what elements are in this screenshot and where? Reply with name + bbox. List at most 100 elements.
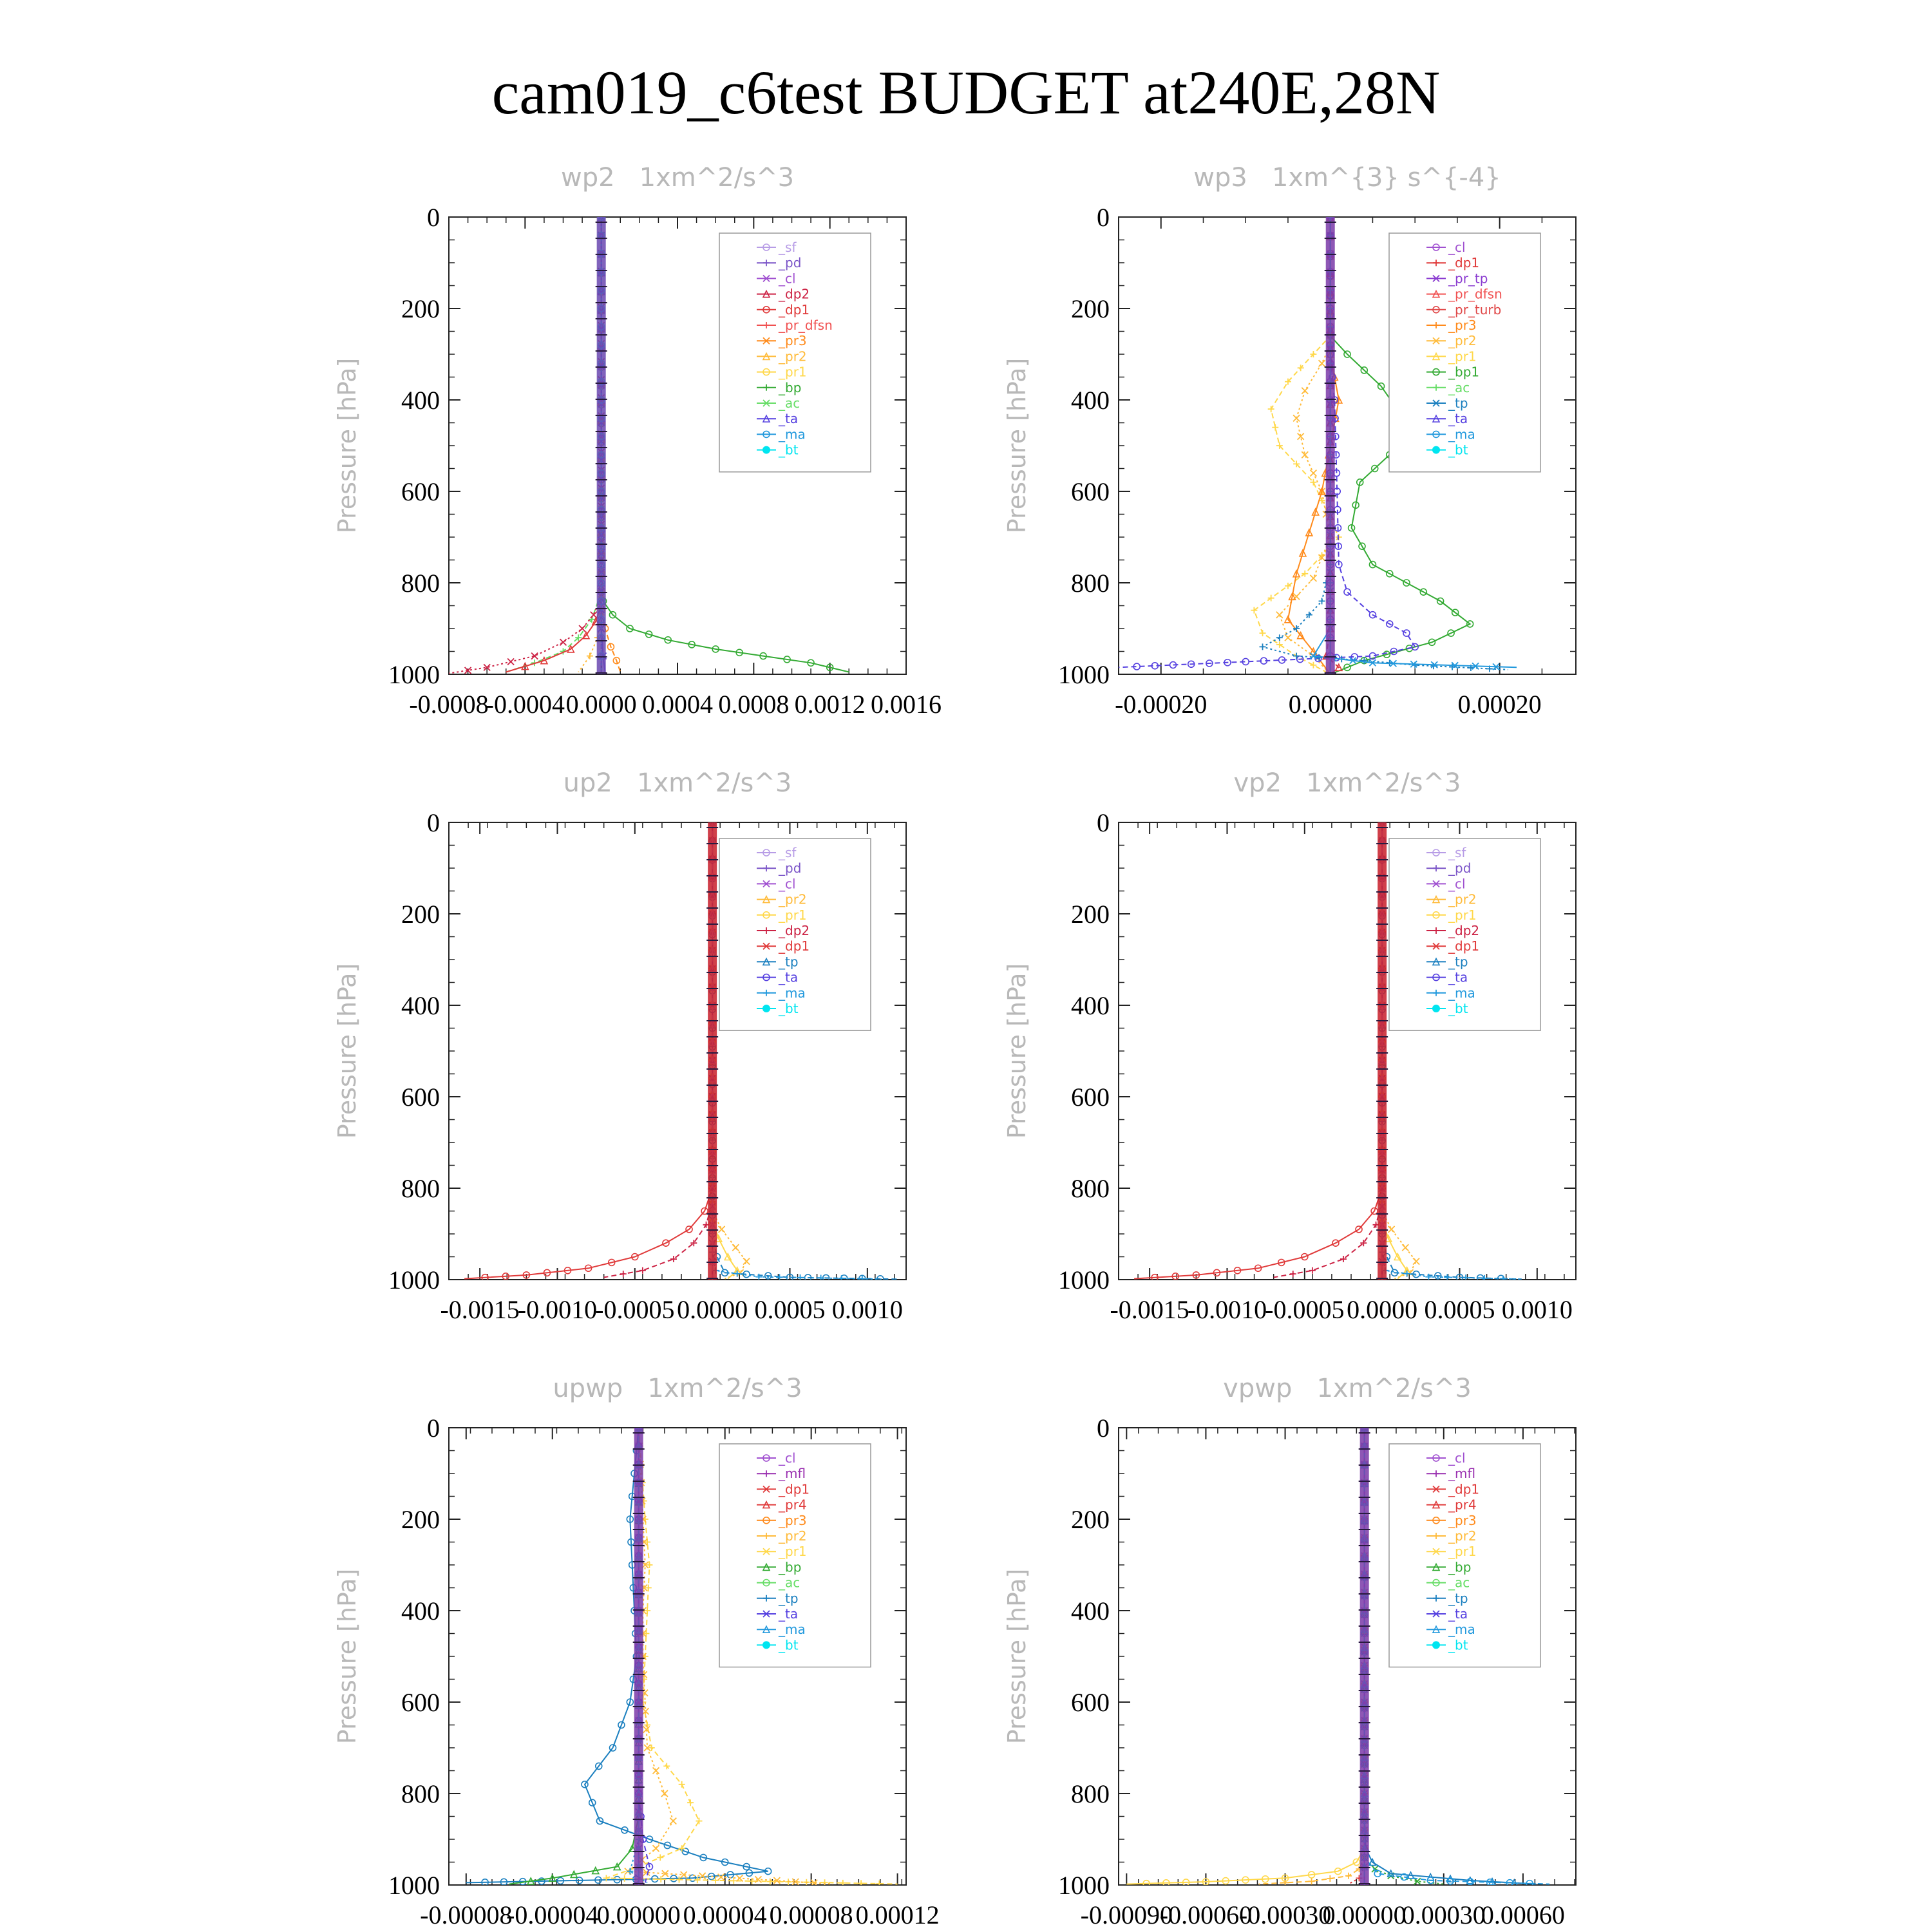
legend-marker — [1433, 1470, 1439, 1477]
series-line-dp1 — [506, 217, 602, 673]
legend-marker — [763, 1595, 770, 1602]
series-marker — [582, 630, 591, 639]
legend-entry: _bt — [1448, 442, 1468, 458]
series-marker — [1361, 657, 1368, 664]
series-marker — [575, 1877, 583, 1884]
series-marker — [714, 1234, 723, 1242]
y-axis-label: Pressure [hPa] — [333, 358, 361, 534]
series-marker — [1307, 1871, 1316, 1879]
series-marker — [543, 1269, 551, 1277]
series-marker — [1284, 378, 1291, 385]
series-marker — [661, 1790, 668, 1797]
series-marker — [1187, 660, 1195, 668]
series-marker — [1297, 433, 1305, 440]
series-line-dp2 — [449, 217, 602, 674]
series-marker — [1410, 660, 1417, 668]
legend-marker — [1433, 260, 1439, 267]
legend-entry: _tp — [778, 1591, 799, 1606]
zero-line — [1325, 217, 1335, 674]
series-marker — [1447, 629, 1455, 637]
series-marker — [669, 1817, 677, 1825]
series-marker — [661, 1870, 669, 1877]
series-marker — [507, 658, 515, 666]
y-tick-label: 800 — [1071, 569, 1110, 598]
series-group — [1134, 822, 1522, 1280]
series-marker — [1352, 1858, 1361, 1866]
legend-marker — [762, 1005, 770, 1012]
series-marker — [1151, 1273, 1159, 1280]
legend-entry: _ma — [1448, 1622, 1475, 1637]
legend-marker — [1432, 399, 1440, 407]
series-marker — [564, 1267, 572, 1274]
legend-marker — [762, 1641, 770, 1649]
legend-entry: _pr3 — [778, 333, 807, 348]
series-marker — [591, 1866, 600, 1875]
legend-marker — [762, 368, 770, 376]
series-marker — [1293, 592, 1300, 600]
series-marker — [612, 1862, 621, 1871]
series-marker — [817, 1274, 824, 1280]
legend-marker — [1432, 305, 1440, 314]
series-marker — [1202, 1878, 1210, 1885]
series-line-pr1 — [1126, 1428, 1365, 1885]
legend-marker — [762, 1517, 770, 1524]
series-marker — [1292, 569, 1301, 578]
legend-entry: _ta — [1448, 970, 1468, 985]
series-marker — [838, 1275, 845, 1280]
legend-marker — [1432, 1578, 1440, 1587]
series-marker — [1242, 1876, 1249, 1884]
series-marker — [645, 630, 653, 638]
series-marker — [1151, 662, 1159, 670]
y-axis-label: Pressure [hPa] — [333, 1569, 361, 1745]
legend-entry: _pr2 — [1448, 892, 1477, 907]
series-marker — [1283, 615, 1293, 623]
series-marker — [1412, 1270, 1420, 1278]
legend-entry: _ac — [778, 395, 800, 411]
series-group — [466, 1428, 898, 1885]
legend-marker — [762, 1610, 770, 1618]
legend-entry: _pr2 — [778, 348, 807, 364]
legend-box — [719, 232, 871, 473]
legend-marker — [1432, 1005, 1440, 1012]
legend-entry: _pr3 — [1448, 1513, 1477, 1528]
legend-marker — [763, 260, 770, 267]
legend-entry: _bp1 — [1448, 365, 1479, 380]
series-marker — [734, 1270, 741, 1277]
x-tick-label: 0.0005 — [754, 1295, 825, 1324]
series-marker — [584, 1264, 592, 1273]
legend-entry: _dp1 — [1448, 938, 1479, 954]
legend-entry: _pr1 — [1448, 348, 1477, 364]
series-marker — [1370, 1207, 1378, 1215]
series-marker — [464, 667, 472, 674]
legend-entry: _ma — [778, 426, 806, 442]
legend-entry: _tp — [778, 954, 799, 969]
series-marker — [766, 1878, 773, 1885]
series-marker — [1419, 588, 1428, 596]
legend-entry: _bt — [778, 1637, 799, 1653]
series-marker — [628, 1844, 636, 1852]
legend-entry: _cl — [778, 876, 796, 891]
legend-entry: _bt — [778, 442, 799, 458]
series-marker — [1308, 1878, 1315, 1885]
chart-title: vp2 1xm^2/s^3 — [1234, 768, 1461, 798]
series-line-ta — [1119, 217, 1416, 668]
x-tick-label: -0.0004 — [486, 690, 565, 719]
y-tick-label: 0 — [427, 1414, 440, 1443]
series-marker — [688, 641, 696, 649]
x-tick-label: 0.00030 — [1402, 1900, 1486, 1929]
series-marker — [1436, 597, 1444, 605]
x-tick-label: 0.00000 — [1323, 1900, 1406, 1929]
series-marker — [743, 1862, 750, 1871]
legend-marker — [1432, 1517, 1440, 1524]
series-marker — [1451, 609, 1459, 616]
series-marker — [1446, 1877, 1454, 1885]
x-tick-label: -0.00060 — [1160, 1900, 1252, 1929]
series-marker — [1466, 1877, 1474, 1885]
series-marker — [670, 1256, 677, 1263]
legend-marker — [1432, 880, 1440, 888]
legend-entry: _pr1 — [1448, 1544, 1477, 1559]
legend-entry: _pr3 — [778, 1513, 807, 1528]
series-marker — [1297, 365, 1304, 372]
series-marker — [1233, 1267, 1242, 1274]
y-tick-label: 200 — [1071, 1505, 1110, 1534]
